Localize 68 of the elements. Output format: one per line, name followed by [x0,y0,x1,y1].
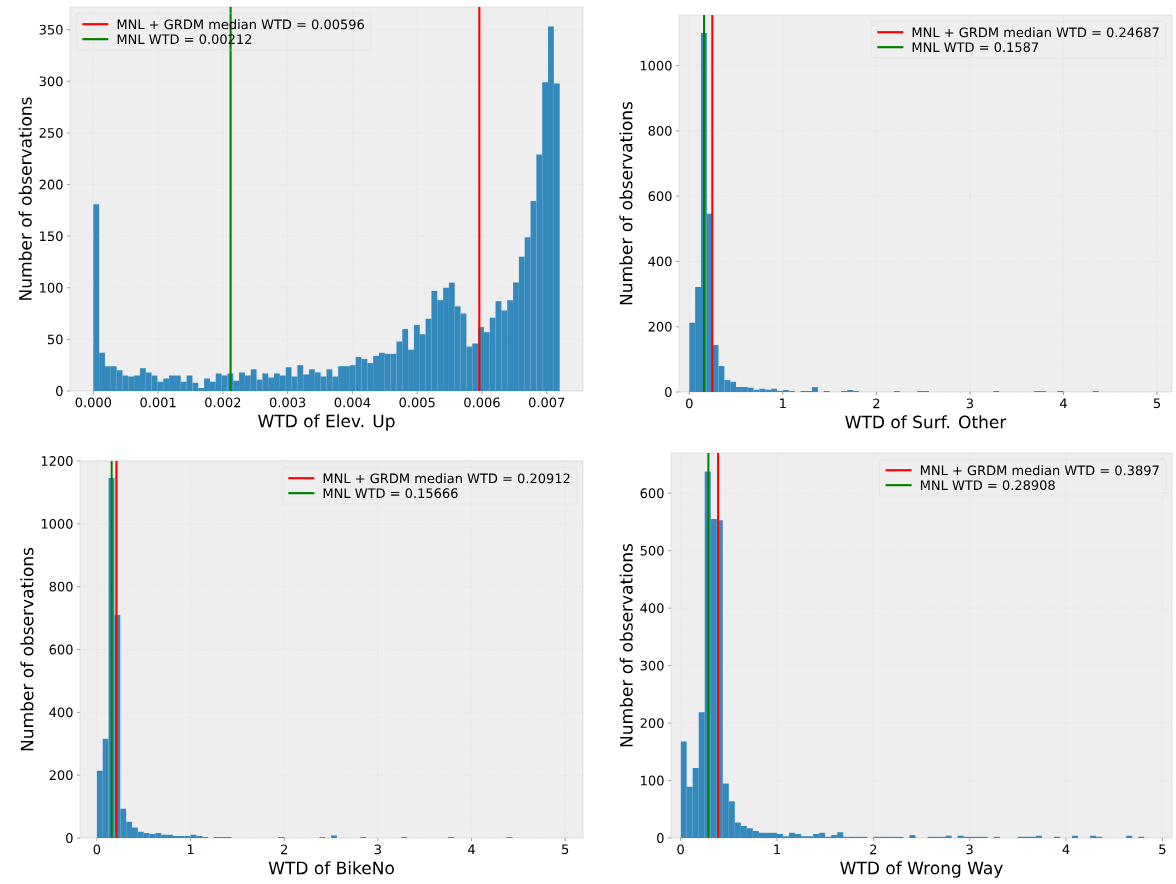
y-tick-label: 1200 [41,456,73,466]
x-axis-title: WTD of Wrong Way [840,861,1003,878]
x-tick-label: 0.002 [205,397,241,408]
x-tick-label: 0.006 [464,397,500,408]
x-tick-label: 0 [686,398,693,409]
y-tick-label: 500 [640,545,664,556]
x-tick-label: 2 [870,844,877,855]
y-tick-label: 200 [648,321,672,332]
y-tick-label: 0 [657,833,664,843]
y-tick-label: 800 [49,581,73,592]
legend-label: MNL WTD = 0.28908 [920,480,1055,491]
y-tick-label: 100 [40,282,63,293]
x-tick-label: 1 [774,844,780,854]
x-tick-label: 0 [93,844,101,855]
x-tick-label: 0 [677,844,684,855]
x-tick-label: 3 [966,398,974,409]
y-tick-label: 600 [648,191,672,202]
y-tick-label: 1000 [41,518,73,529]
x-axis-title: WTD of Surf. Other [845,415,1007,429]
y-tick-label: 300 [640,660,664,671]
x-tick-label: 1 [780,398,786,408]
y-tick-label: 0 [66,833,73,843]
legend-label: MNL WTD = 0.1587 [912,42,1039,53]
y-tick-label: 200 [39,179,63,190]
x-tick-label: 1 [187,844,194,854]
y-tick-label: 350 [39,24,63,35]
y-tick-label: 100 [641,775,664,786]
x-axis-title: WTD of Elev. Up [258,414,395,431]
x-tick-label: 5 [1153,398,1161,409]
x-tick-label: 0.001 [140,397,176,408]
legend-label: MNL + GRDM median WTD = 0.3897 [920,465,1159,476]
legend-label: MNL + GRDM median WTD = 0.20912 [323,473,570,484]
y-tick-label: 0 [56,386,63,396]
y-tick-label: 400 [49,707,73,718]
y-tick-label: 250 [39,128,63,138]
y-tick-label: 0 [665,387,672,397]
y-axis-title: Number of observations [20,547,34,751]
x-tick-label: 0.007 [528,397,565,408]
y-axis-title: Number of observations [619,543,633,747]
y-tick-label: 200 [49,770,73,781]
x-tick-label: 2 [873,398,880,409]
y-tick-label: 800 [648,125,672,136]
y-tick-label: 300 [39,76,63,87]
y-tick-label: 150 [40,231,63,242]
legend-label: MNL WTD = 0.15666 [323,488,458,499]
y-tick-label: 600 [49,644,73,655]
y-tick-label: 400 [640,603,664,614]
y-axis-title: Number of observations [18,97,32,300]
x-tick-label: 3 [966,844,973,855]
y-tick-label: 200 [640,718,664,728]
x-tick-label: 4 [1062,844,1070,854]
y-tick-label: 1000 [640,60,672,71]
x-tick-label: 4 [468,844,475,854]
x-tick-label: 0.000 [75,397,112,408]
x-tick-label: 0.005 [399,397,435,408]
x-tick-label: 2 [281,844,288,855]
x-tick-label: 0.003 [269,397,306,408]
x-tick-label: 0.004 [334,397,371,408]
y-tick-label: 400 [648,256,672,267]
y-tick-label: 50 [47,334,63,345]
x-axis-title: WTD of BikeNo [268,861,394,875]
x-tick-label: 5 [1159,844,1166,855]
y-axis-title: Number of observations [619,101,633,305]
x-tick-label: 4 [1059,398,1067,408]
x-tick-label: 5 [562,844,569,855]
x-tick-label: 3 [374,844,381,855]
legend-label: MNL + GRDM median WTD = 0.24687 [912,27,1159,38]
y-tick-label: 600 [640,488,664,499]
